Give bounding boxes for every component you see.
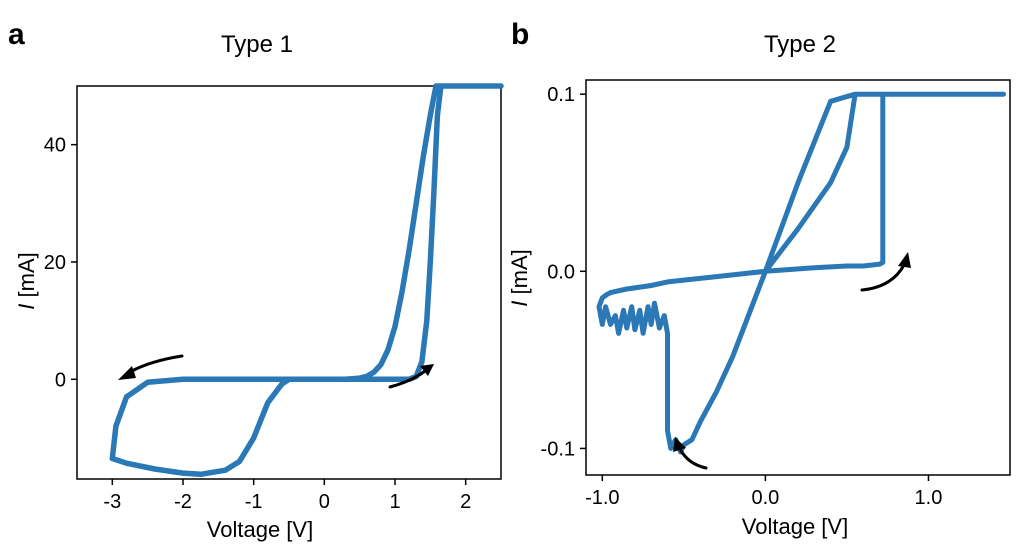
panel-a-y-axis-unit-text: [mA] [14,252,39,297]
panel-b-y-tick-label: -0.1 [541,438,575,460]
panel-b-series-line [596,91,1006,455]
panel-b-title: Type 2 [764,31,836,58]
panel-b-reverse-sweep-arrow [673,437,708,470]
panel-a-x-tick-label: -1 [245,491,263,513]
panel-a-y-tick-label: 20 [44,252,66,274]
panel-a-x-tick-label: 0 [319,491,330,513]
panel-b: b Type 2 -1.0 0.0 1.0 -0.1 0.0 0.1 Voltage [… [507,18,1011,539]
panel-b-x-tick-label: -1.0 [585,487,619,509]
panel-a-y-tick-label: 0 [55,369,66,391]
panel-a-x-tick-label: -2 [174,491,192,513]
panel-a-reverse-sweep-arrow [118,354,184,380]
panel-a-y-axis-symbol: I [14,304,39,310]
panel-b-y-tick-label: 0.0 [547,261,575,283]
panel-a-letter: a [8,18,25,51]
panel-b-letter: b [511,18,529,51]
panel-b-x-axis-label: Voltage [V] [742,514,848,539]
panel-a-title: Type 1 [221,31,293,58]
panel-a: a Type 1 -3 -2 -1 0 1 2 0 20 40 Voltage [V] I [… [8,18,504,542]
panel-b-y-ticks: -0.1 0.0 0.1 [541,84,586,460]
panel-a-x-tick-label: -3 [103,491,121,513]
panel-a-forward-sweep-arrow [388,364,434,389]
panel-a-y-tick-label: 40 [44,135,66,157]
panel-a-x-tick-label: 1 [389,491,400,513]
panel-b-x-tick-label: 1.0 [915,487,943,509]
panel-a-series-line [109,83,504,478]
panel-b-y-axis-label: I [mA] [507,249,532,306]
panel-b-y-tick-label: 0.1 [547,84,575,106]
panel-a-x-axis-label: Voltage [V] [207,517,313,542]
panel-b-forward-sweep-arrow [860,252,911,292]
panel-b-y-axis-unit-text: [mA] [507,249,532,294]
panel-b-y-axis-symbol: I [507,301,532,307]
panel-b-plot-frame [585,79,1011,476]
panel-a-x-tick-label: 2 [460,491,471,513]
panel-a-plot-frame [76,85,502,480]
panel-a-y-ticks: 0 20 40 [44,135,77,391]
panel-b-x-ticks: -1.0 0.0 1.0 [585,475,942,509]
panel-a-x-ticks: -3 -2 -1 0 1 2 [103,479,471,513]
panel-b-x-tick-label: 0.0 [751,487,779,509]
panel-a-y-axis-label: I [mA] [14,252,39,309]
